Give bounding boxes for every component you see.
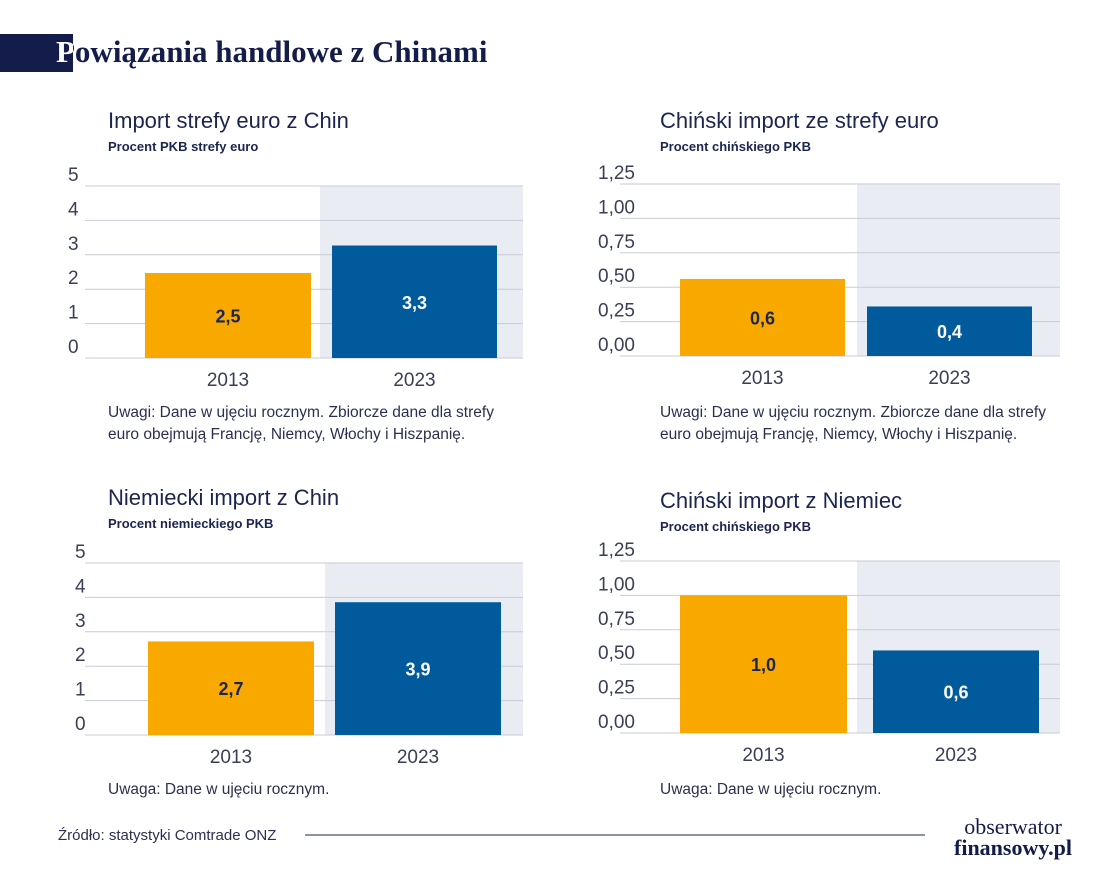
y-tick-label: 3: [75, 611, 86, 632]
y-tick-label: 1: [68, 303, 79, 324]
y-tick-label: 0,00: [598, 712, 635, 733]
header-block: [0, 34, 73, 72]
note: euro obejmują Francję, Niemcy, Włochy i …: [660, 426, 1017, 443]
value-label: 2,7: [218, 679, 243, 699]
value-label: 0,4: [937, 322, 962, 342]
y-tick-label: 5: [75, 542, 86, 563]
logo-top: obserwator: [964, 814, 1062, 839]
note: Uwaga: Dane w ujęciu rocznym.: [660, 781, 881, 798]
bar: [335, 602, 501, 735]
bar: [873, 650, 1039, 733]
note: euro obejmują Francję, Niemcy, Włochy i …: [108, 426, 465, 443]
source: Źródło: statystyki Comtrade ONZ: [58, 827, 276, 844]
main-title: Powiązania handlowe z Chinami: [56, 34, 488, 69]
value-label: 1,0: [751, 655, 776, 675]
y-tick-label: 0,25: [598, 678, 635, 699]
bar: [867, 306, 1032, 356]
y-tick-label: 0: [75, 714, 86, 735]
y-tick-label: 0,00: [598, 335, 635, 356]
bar: [148, 641, 314, 735]
y-tick-label: 0,25: [598, 301, 635, 322]
chart-title: Chiński import ze strefy euro: [660, 108, 939, 133]
y-tick-label: 1,00: [598, 574, 635, 595]
note: Uwagi: Dane w ujęciu rocznym. Zbiorcze d…: [108, 404, 494, 421]
bar: [680, 278, 845, 356]
y-tick-label: 4: [75, 576, 86, 597]
value-label: 3,3: [402, 293, 427, 313]
y-tick-label: 0,50: [598, 266, 635, 287]
logo-bottom: finansowy.pl: [954, 835, 1072, 860]
value-label: 0,6: [750, 308, 775, 328]
x-tick-label: 2013: [207, 370, 249, 391]
chart-subtitle: Procent PKB strefy euro: [108, 139, 258, 154]
value-label: 0,6: [943, 683, 968, 703]
x-tick-label: 2013: [210, 747, 252, 768]
y-tick-label: 5: [68, 165, 79, 186]
y-tick-label: 1,00: [598, 197, 635, 218]
x-tick-label: 2023: [393, 370, 435, 391]
main-title-overlay: Powiązania handlowe z Chinami: [56, 34, 488, 69]
y-tick-label: 3: [68, 234, 79, 255]
y-tick-label: 0: [68, 337, 79, 358]
y-tick-label: 1: [75, 680, 86, 701]
y-tick-label: 1,25: [598, 163, 635, 184]
y-tick-label: 0,75: [598, 609, 635, 630]
chart-title: Chiński import z Niemiec: [660, 488, 902, 513]
bar: [145, 273, 311, 358]
y-tick-label: 0,75: [598, 232, 635, 253]
chart-subtitle: Procent niemieckiego PKB: [108, 516, 273, 531]
bar: [332, 245, 497, 358]
y-tick-label: 4: [68, 199, 79, 220]
chart-subtitle: Procent chińskiego PKB: [660, 519, 811, 534]
y-tick-label: 2: [68, 268, 79, 289]
bar: [680, 595, 847, 733]
y-tick-label: 1,25: [598, 540, 635, 561]
y-tick-label: 2: [75, 645, 86, 666]
x-tick-label: 2023: [935, 745, 977, 766]
x-tick-label: 2013: [742, 745, 784, 766]
note: Uwaga: Dane w ujęciu rocznym.: [108, 781, 329, 798]
value-label: 2,5: [215, 307, 240, 327]
y-tick-label: 0,50: [598, 643, 635, 664]
chart-title: Import strefy euro z Chin: [108, 108, 349, 133]
value-label: 3,9: [405, 660, 430, 680]
x-tick-label: 2023: [397, 747, 439, 768]
x-tick-label: 2013: [741, 368, 783, 389]
x-tick-label: 2023: [928, 368, 970, 389]
chart-subtitle: Procent chińskiego PKB: [660, 139, 811, 154]
note: Uwagi: Dane w ujęciu rocznym. Zbiorcze d…: [660, 404, 1046, 421]
chart-title: Niemiecki import z Chin: [108, 485, 339, 510]
